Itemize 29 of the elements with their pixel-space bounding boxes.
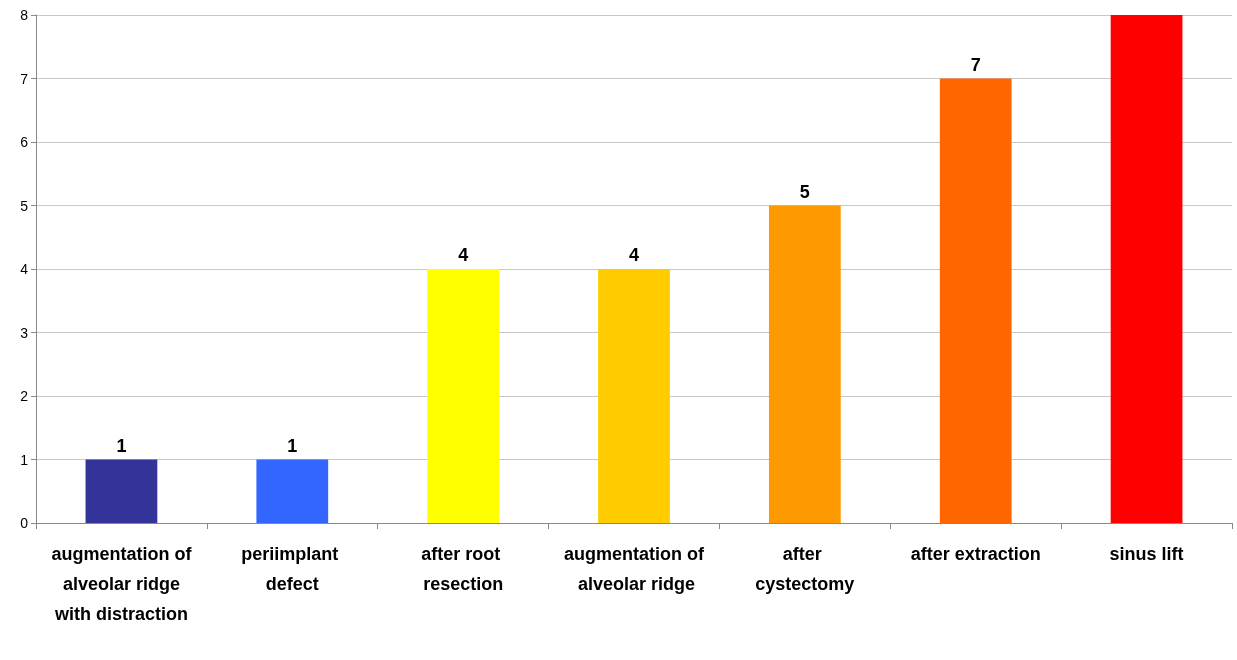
y-tick-label: 1 xyxy=(20,451,29,468)
y-tick-label: 3 xyxy=(20,324,29,341)
bar xyxy=(768,205,841,523)
bar xyxy=(939,78,1012,523)
y-tick-label: 4 xyxy=(20,261,29,277)
x-tick-label: periimplant defect xyxy=(241,544,344,594)
y-tick-label: 5 xyxy=(20,197,29,214)
x-tick-label: after cystectomy xyxy=(755,544,855,594)
bar xyxy=(598,269,670,523)
bar xyxy=(1110,15,1183,523)
x-tick-label: sinus lift xyxy=(1109,544,1184,564)
y-tick-label: 6 xyxy=(20,134,29,150)
x-tick-label: augmentation of alveolar ridge with distraction xyxy=(51,544,193,624)
y-tick-label: 8 xyxy=(20,7,29,23)
data-label: 1 xyxy=(287,435,298,456)
y-tick-label: 7 xyxy=(20,70,29,87)
y-tick-label: 0 xyxy=(20,515,29,531)
data-label: 4 xyxy=(628,245,640,265)
data-label: 5 xyxy=(799,181,810,202)
data-label: 7 xyxy=(970,54,981,75)
x-tick-label: augmentation of alveolar ridge xyxy=(564,544,705,594)
y-tick-label: 2 xyxy=(20,388,29,404)
x-tick-label: after extraction xyxy=(910,544,1041,564)
data-label: 4 xyxy=(458,245,469,265)
bar xyxy=(427,269,500,523)
bar xyxy=(256,459,329,523)
bar xyxy=(85,459,158,523)
data-label: 1 xyxy=(116,435,127,456)
x-tick-label: after root resection xyxy=(421,544,506,594)
